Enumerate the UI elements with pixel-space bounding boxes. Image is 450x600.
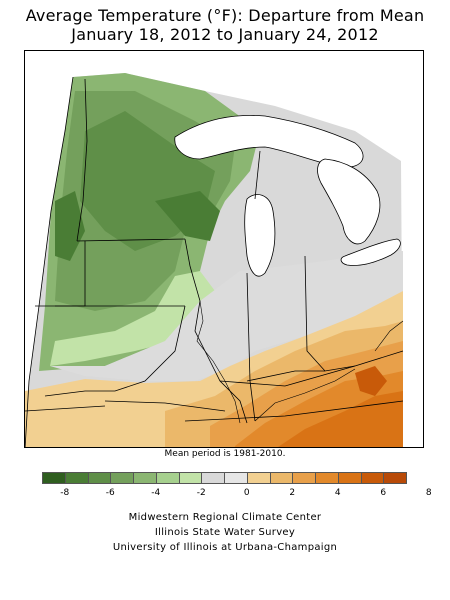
legend-tick-label: 6 — [380, 488, 387, 498]
legend-tick-label: 8 — [425, 488, 432, 498]
green-region-dark-2 — [155, 191, 220, 241]
title-line-2: January 18, 2012 to January 24, 2012 — [71, 25, 379, 44]
mean-period-note: Mean period is 1981-2010. — [164, 449, 286, 459]
credit-line-1: Midwestern Regional Climate Center — [128, 512, 322, 523]
legend-tick-label: -6 — [105, 488, 115, 498]
legend-tick-label: 4 — [334, 488, 341, 498]
gray-band — [50, 251, 403, 381]
light-green-fringe — [50, 271, 215, 366]
orange-core — [355, 366, 387, 396]
legend-swatch — [337, 472, 362, 484]
state-boundaries — [25, 76, 404, 447]
legend-tick-label: -2 — [196, 488, 206, 498]
legend-swatch — [360, 472, 385, 484]
legend-swatch — [178, 472, 203, 484]
legend-swatch — [64, 472, 89, 484]
legend-tick-label: 0 — [243, 488, 250, 498]
legend-tick-label: 2 — [289, 488, 296, 498]
legend-tick-label: -4 — [151, 488, 161, 498]
lake-erie — [340, 238, 401, 266]
title-line-1: Average Temperature (°F): Departure from… — [25, 6, 425, 25]
legend-swatch — [133, 472, 157, 484]
legend-swatch — [315, 472, 339, 484]
legend-swatch — [269, 472, 294, 484]
map-title: Average Temperature (°F): Departure from… — [0, 6, 450, 44]
legend-swatch — [155, 472, 180, 484]
legend-swatch — [383, 472, 407, 484]
map-svg — [25, 51, 423, 447]
temperature-departure-map — [24, 50, 424, 448]
legend-swatch — [42, 472, 66, 484]
legend-swatch — [87, 472, 112, 484]
credit-line-2: Illinois State Water Survey — [154, 527, 296, 538]
legend-swatch — [224, 472, 248, 484]
legend-tick-label: -8 — [60, 488, 70, 498]
lake-huron — [317, 158, 381, 245]
legend-swatch — [246, 472, 271, 484]
green-region-darkest — [55, 191, 85, 261]
legend-swatch — [292, 472, 316, 484]
lake-michigan — [244, 194, 276, 277]
credit-line-3: University of Illinois at Urbana-Champai… — [112, 542, 338, 553]
color-legend — [42, 472, 407, 486]
rivers — [196, 300, 404, 424]
credits: Midwestern Regional Climate Center Illin… — [0, 510, 450, 555]
legend-swatch — [110, 472, 134, 484]
legend-swatch — [201, 472, 225, 484]
